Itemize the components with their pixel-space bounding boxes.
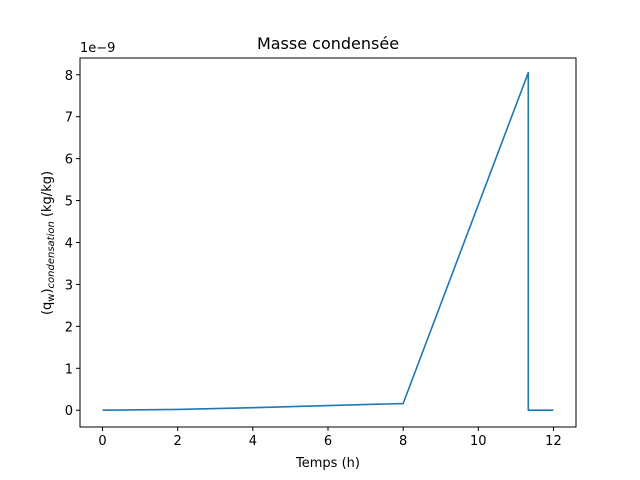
x-tick-label: 6 (324, 434, 332, 449)
x-tick-label: 12 (545, 434, 562, 449)
x-tick-label: 0 (98, 434, 106, 449)
y-tick-label: 8 (65, 69, 73, 84)
series-line-0 (102, 71, 554, 412)
y-tick-label: 6 (65, 153, 73, 168)
x-tick-label: 2 (174, 434, 182, 449)
y-offset-label: 1e−9 (80, 41, 115, 56)
y-tick-label: 0 (65, 404, 73, 419)
x-tick-label: 8 (399, 434, 407, 449)
y-tick-label: 1 (65, 362, 73, 377)
y-tick-label: 3 (65, 278, 73, 293)
chart-title: Masse condensée (257, 34, 399, 53)
y-tick-label: 5 (65, 195, 73, 210)
x-tick-label: 10 (470, 434, 487, 449)
y-axis-label: (qw)condensation (kg/kg) (40, 171, 57, 315)
plot-frame (79, 57, 577, 428)
y-tick-label: 7 (65, 111, 73, 126)
x-axis-label: Temps (h) (295, 456, 360, 471)
y-tick-label: 4 (65, 237, 73, 252)
y-tick-label: 2 (65, 320, 73, 335)
x-tick-label: 4 (249, 434, 257, 449)
